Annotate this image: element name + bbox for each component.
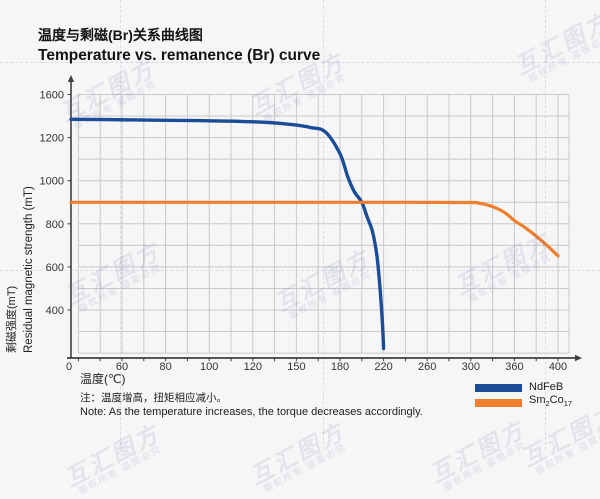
watermark-guide-line xyxy=(120,0,121,450)
x-tick-label: 300 xyxy=(462,361,480,373)
y-tick-label: 800 xyxy=(46,219,64,231)
y-tick-label: 1600 xyxy=(40,90,64,102)
x-tick-label: 0 xyxy=(66,361,72,373)
x-tick-label: 360 xyxy=(505,361,523,373)
chart-title-en: Temperature vs. remanence (Br) curve xyxy=(38,47,321,64)
sm2co17-curve xyxy=(69,200,560,258)
ndfeb-color-swatch xyxy=(475,383,522,392)
y-tick-label: 400 xyxy=(46,305,64,317)
y-axis-title-zh: 剩磁强度(mT) xyxy=(6,285,18,353)
x-tick-label: 220 xyxy=(374,361,392,373)
chart-plot-area: 0 60 80 100 120 150 180 220 260 300 360 400 1600 1200… xyxy=(40,75,582,373)
x-tick-label: 100 xyxy=(200,361,218,373)
x-tick-label: 60 xyxy=(116,361,128,373)
watermark-guide-line xyxy=(545,0,546,450)
sm2co17-color-swatch xyxy=(475,398,522,407)
x-tick-label: 260 xyxy=(418,361,436,373)
x-tick-label: 180 xyxy=(331,361,349,373)
legend-item-sm2co17: Sm2Co17 xyxy=(475,394,573,409)
y-tick-label: 1200 xyxy=(40,133,64,145)
y-axis-arrow xyxy=(67,75,75,82)
x-tick-label: 400 xyxy=(549,361,567,373)
x-axis-arrow xyxy=(575,354,582,362)
watermark-guide-line xyxy=(0,270,600,271)
x-tick-label: 120 xyxy=(244,361,262,373)
legend-label-ndfeb: NdFeB xyxy=(529,381,564,393)
x-tick-label: 150 xyxy=(287,361,305,373)
x-tick-label: 80 xyxy=(159,361,171,373)
y-tick-label: 1000 xyxy=(40,176,64,188)
ndfeb-curve xyxy=(69,117,386,351)
legend: NdFeB Sm2Co17 xyxy=(475,381,572,411)
title-block: 温度与剩磁(Br)关系曲线图 Temperature vs. remanence… xyxy=(38,25,320,67)
note-en: Note: As the temperature increases, the … xyxy=(80,406,423,418)
watermark-guide-line xyxy=(0,62,600,63)
chart-title-zh: 温度与剩磁(Br)关系曲线图 xyxy=(38,27,203,43)
note-block: 注：温度增高，扭矩相应减小。 Note: As the temperature … xyxy=(80,392,423,419)
note-zh: 注：温度增高，扭矩相应减小。 xyxy=(80,392,227,404)
y-axis-title-en: Residual magnetic strength (mT) xyxy=(23,186,35,353)
legend-item-ndfeb: NdFeB xyxy=(475,381,572,394)
watermark-guide-line xyxy=(323,0,324,450)
legend-label-sm2co17: Sm2Co17 xyxy=(529,394,573,409)
x-axis-title: 温度(℃) xyxy=(80,372,126,386)
y-tick-label: 600 xyxy=(46,262,64,274)
